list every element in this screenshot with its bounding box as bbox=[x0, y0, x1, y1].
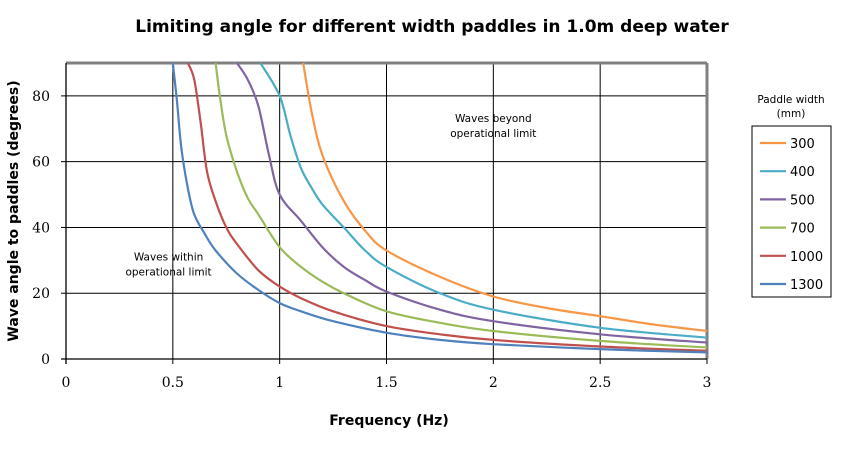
grid bbox=[66, 61, 709, 359]
series-line-700 bbox=[214, 62, 708, 349]
series-line-1300 bbox=[171, 62, 708, 354]
x-axis-title: Frequency (Hz) bbox=[329, 413, 448, 429]
x-tick-label: 2.5 bbox=[589, 375, 611, 391]
y-tick-label: 0 bbox=[41, 352, 50, 368]
axes: 0 0.5 1 1.5 2 2.5 3 0 20 40 60 80 bbox=[32, 63, 711, 391]
series-line-1000 bbox=[186, 62, 708, 352]
y-tick-label: 40 bbox=[32, 220, 50, 236]
legend-label-700: 700 bbox=[790, 222, 815, 237]
y-tick-label: 20 bbox=[32, 286, 50, 302]
x-tick-label: 0 bbox=[62, 375, 71, 391]
legend-box bbox=[751, 125, 832, 298]
x-tick-label: 3 bbox=[703, 375, 712, 391]
x-tick-label: 0.5 bbox=[162, 375, 184, 391]
x-tick-label: 2 bbox=[489, 375, 498, 391]
legend: 300 400 500 700 1000 1300 Paddle width (mm) bbox=[751, 94, 832, 298]
series-line-400 bbox=[259, 62, 708, 339]
series-line-500 bbox=[235, 62, 708, 344]
series-line-300 bbox=[302, 62, 708, 333]
y-tick-label: 60 bbox=[32, 155, 50, 171]
y-tick-label: 80 bbox=[32, 89, 50, 105]
legend-label-300: 300 bbox=[790, 137, 815, 152]
legend-label-1000: 1000 bbox=[790, 250, 823, 265]
legend-label-400: 400 bbox=[790, 165, 815, 180]
series-lines bbox=[171, 62, 708, 354]
x-tick-label: 1 bbox=[275, 375, 284, 391]
legend-label-1300: 1300 bbox=[790, 278, 823, 293]
annotation: Waves within operational limit bbox=[125, 251, 211, 278]
legend-title: Paddle width (mm) bbox=[757, 94, 824, 120]
chart-title: Limiting angle for different width paddl… bbox=[135, 17, 729, 37]
y-axis-title: Wave angle to paddles (degrees) bbox=[6, 80, 22, 341]
legend-label-500: 500 bbox=[790, 193, 815, 208]
annotation: Waves beyond operational limit bbox=[450, 113, 536, 140]
annotations: Waves beyond operational limit Waves withi… bbox=[125, 113, 536, 278]
x-tick-label: 1.5 bbox=[375, 375, 397, 391]
